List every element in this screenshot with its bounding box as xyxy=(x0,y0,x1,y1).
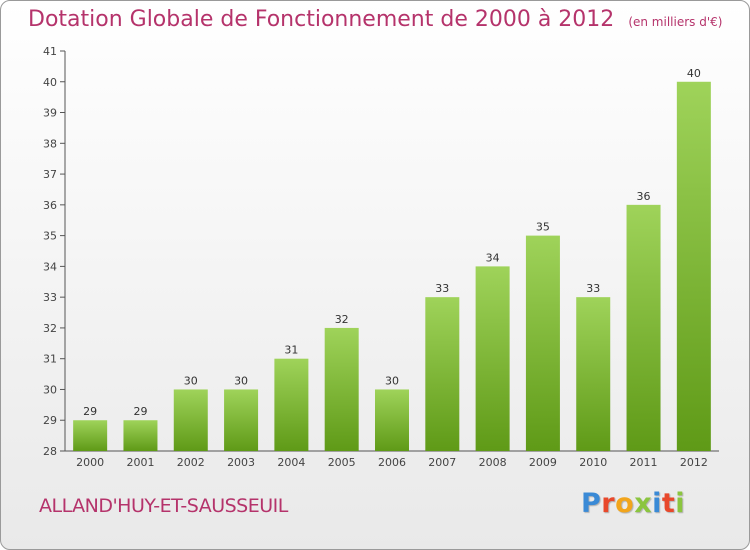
y-tick-label: 39 xyxy=(43,107,57,120)
proxiti-logo: Proxiti xyxy=(581,488,685,519)
bar xyxy=(425,297,460,451)
bar xyxy=(224,389,259,451)
y-tick-label: 33 xyxy=(43,291,57,304)
x-tick-label: 2006 xyxy=(378,456,406,469)
bar-value-label: 35 xyxy=(536,221,550,234)
logo-letter: i xyxy=(652,488,662,519)
bar-value-label: 30 xyxy=(184,374,198,387)
x-tick-label: 2007 xyxy=(428,456,456,469)
x-axis: 2000 2001 2002 2003 2004 2005 2006 2007 2008 2009… xyxy=(65,450,719,469)
y-tick-label: 34 xyxy=(43,260,57,273)
bar-value-label: 30 xyxy=(234,374,248,387)
bar-value-label: 32 xyxy=(335,313,349,326)
y-tick-label: 32 xyxy=(43,322,57,335)
bar-value-label: 30 xyxy=(385,374,399,387)
bar xyxy=(475,266,510,451)
bar-value-label: 33 xyxy=(435,282,449,295)
bar-value-label: 29 xyxy=(133,405,147,418)
bar xyxy=(73,420,108,451)
logo-letter: r xyxy=(601,488,616,519)
bar xyxy=(676,81,711,452)
unit-note: (en milliers d'€) xyxy=(628,15,723,29)
logo-letter: t xyxy=(661,488,676,519)
logo-letter: P xyxy=(581,488,602,519)
x-tick-label: 2009 xyxy=(529,456,557,469)
x-tick-label: 2008 xyxy=(479,456,507,469)
x-tick-label: 2002 xyxy=(177,456,205,469)
bar xyxy=(576,297,611,451)
x-tick-label: 2011 xyxy=(630,456,658,469)
logo-letter: o xyxy=(615,488,635,519)
y-tick-label: 29 xyxy=(43,414,57,427)
x-tick-label: 2010 xyxy=(579,456,607,469)
bar-value-label: 31 xyxy=(284,344,298,357)
bar-value-label: 36 xyxy=(637,190,651,203)
commune-name: ALLAND'HUY-ET-SAUSSEUIL xyxy=(39,495,288,517)
logo-letter: i xyxy=(675,488,686,519)
bar-value-label: 34 xyxy=(486,251,500,264)
y-tick-label: 36 xyxy=(43,199,57,212)
x-tick-label: 2003 xyxy=(227,456,255,469)
bar xyxy=(626,204,661,451)
x-tick-label: 2005 xyxy=(328,456,356,469)
logo-letter: x xyxy=(634,488,653,519)
bar xyxy=(274,358,309,451)
y-tick-label: 41 xyxy=(43,45,57,58)
y-tick-label: 28 xyxy=(43,445,57,458)
bar-value-label: 29 xyxy=(83,405,97,418)
bar xyxy=(324,327,359,451)
bar xyxy=(375,389,409,451)
chart-title: Dotation Globale de Fonctionnement de 20… xyxy=(28,7,723,32)
y-axis: 28 29 30 31 32 33 34 35 36 37 38 39 40 41 xyxy=(43,45,66,458)
x-tick-label: 2001 xyxy=(126,456,154,469)
y-tick-label: 31 xyxy=(43,353,57,366)
y-tick-label: 35 xyxy=(43,230,57,243)
y-tick-label: 30 xyxy=(43,383,57,396)
x-tick-label: 2012 xyxy=(680,456,708,469)
y-tick-label: 40 xyxy=(43,76,57,89)
x-tick-label: 2004 xyxy=(277,456,305,469)
bar-value-label: 40 xyxy=(687,67,701,80)
bar xyxy=(173,389,208,451)
y-tick-label: 37 xyxy=(43,168,57,181)
bar xyxy=(525,235,560,451)
x-tick-label: 2000 xyxy=(76,456,104,469)
bar-value-label: 33 xyxy=(586,282,600,295)
y-tick-label: 38 xyxy=(43,137,57,150)
bars: 29 29 30 30 31 32 30 33 34 35 33 36 40 xyxy=(73,67,711,452)
bar xyxy=(123,420,158,451)
